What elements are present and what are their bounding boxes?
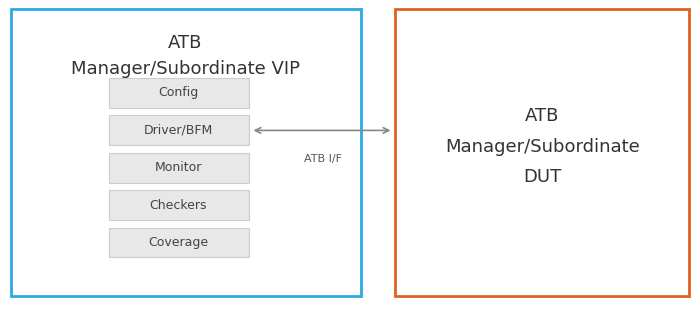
Text: ATB
Manager/Subordinate VIP: ATB Manager/Subordinate VIP	[71, 34, 300, 78]
Text: ATB
Manager/Subordinate
DUT: ATB Manager/Subordinate DUT	[445, 107, 640, 186]
Bar	[10, 9, 360, 296]
Bar	[108, 228, 248, 257]
Text: ATB I/F: ATB I/F	[304, 154, 342, 164]
Text: Config: Config	[158, 86, 199, 99]
Text: Checkers: Checkers	[150, 199, 207, 212]
Text: Monitor: Monitor	[155, 161, 202, 174]
Text: Coverage: Coverage	[148, 236, 209, 249]
Bar	[108, 115, 248, 145]
Bar	[108, 190, 248, 220]
Bar	[108, 78, 248, 108]
Bar	[395, 9, 690, 296]
Bar	[108, 153, 248, 183]
Text: Driver/BFM: Driver/BFM	[144, 124, 213, 137]
